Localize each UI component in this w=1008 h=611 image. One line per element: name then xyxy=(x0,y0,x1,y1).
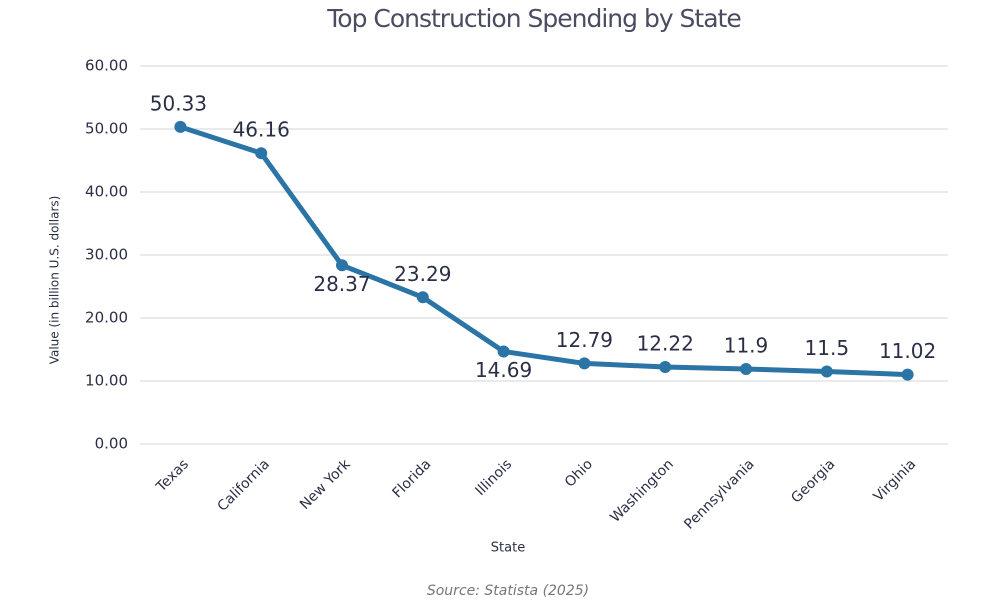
point xyxy=(416,291,429,304)
x-tick-label: California xyxy=(215,456,273,514)
point xyxy=(659,361,672,374)
x-tick-label: Ohio xyxy=(562,456,596,490)
x-axis-title: State xyxy=(491,541,525,556)
x-tick-label: Virginia xyxy=(871,456,920,505)
x-tick-label: Florida xyxy=(389,456,434,501)
y-axis-title: Value (in billion U.S. dollars) xyxy=(48,196,62,365)
point xyxy=(901,368,914,381)
point xyxy=(820,365,833,378)
data-label: 11.9 xyxy=(724,334,769,358)
data-label: 14.69 xyxy=(475,358,532,382)
x-tick-label: Washington xyxy=(607,456,676,525)
x-tick-label: Texas xyxy=(153,456,192,495)
x-tick-label: Illinois xyxy=(473,456,516,499)
data-label: 11.5 xyxy=(805,336,850,360)
y-tick-label: 60.00 xyxy=(85,57,128,75)
data-label: 23.29 xyxy=(394,262,451,286)
y-tick-label: 40.00 xyxy=(85,183,128,201)
data-label: 11.02 xyxy=(879,339,936,363)
point xyxy=(578,357,591,370)
y-tick-label: 10.00 xyxy=(85,372,128,390)
x-tick-label: Pennsylvania xyxy=(681,456,757,532)
point xyxy=(497,345,510,358)
y-tick-label: 20.00 xyxy=(85,309,128,327)
point xyxy=(174,120,187,133)
y-tick-label: 0.00 xyxy=(95,435,128,453)
y-tick-label: 50.00 xyxy=(85,120,128,138)
data-label: 50.33 xyxy=(150,91,207,115)
point xyxy=(336,259,348,272)
chart-title: Top Construction Spending by State xyxy=(326,4,741,33)
data-label: 46.16 xyxy=(233,118,290,142)
x-tick-label: New York xyxy=(297,456,354,513)
point xyxy=(740,363,752,376)
x-tick-label: Georgia xyxy=(788,456,838,506)
source: Source: Statista (2025) xyxy=(427,583,589,599)
line xyxy=(179,124,908,378)
data-label: 12.22 xyxy=(637,332,694,356)
data-label: 28.37 xyxy=(313,272,370,296)
data-label: 12.79 xyxy=(556,328,613,352)
y-tick-label: 30.00 xyxy=(85,246,128,264)
point xyxy=(255,147,268,160)
